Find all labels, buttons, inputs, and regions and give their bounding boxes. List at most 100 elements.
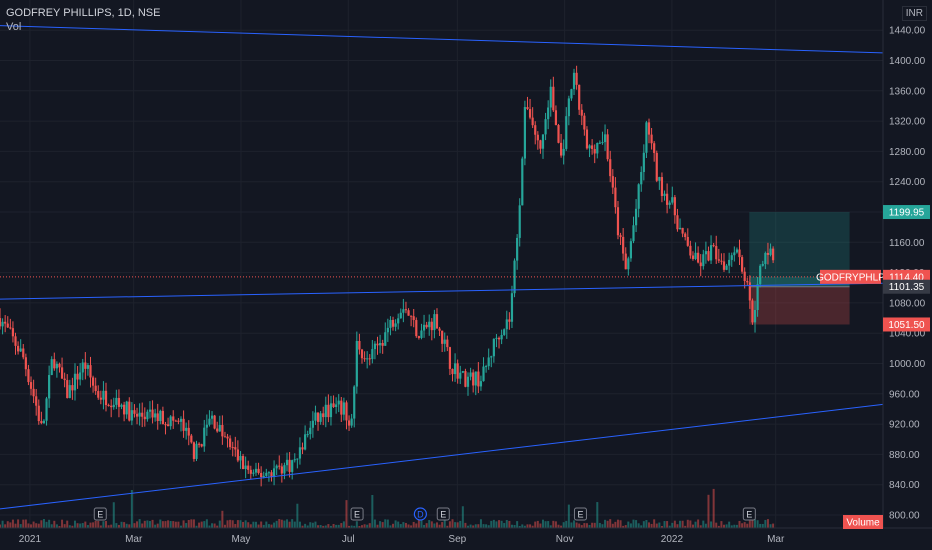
candle-body (0, 318, 2, 327)
volume-bar (521, 524, 524, 528)
volume-bar (92, 522, 95, 528)
candle-body (236, 449, 239, 461)
earnings-marker (93, 507, 107, 521)
volume-bar (482, 524, 485, 528)
volume-bar (332, 523, 335, 528)
time-tick-label: 2022 (661, 534, 684, 545)
volume-bar (485, 524, 488, 528)
volume-bar (89, 522, 92, 528)
trendline-3 (0, 403, 884, 510)
long-position-tool[interactable] (749, 212, 850, 325)
candle-body (208, 418, 211, 425)
candle-body (125, 401, 128, 415)
volume-bar (697, 519, 700, 528)
volume-legend[interactable]: Vol (6, 21, 22, 33)
volume-bar (601, 524, 604, 528)
candle-body (324, 404, 327, 418)
volume-bar (681, 520, 684, 528)
volume-bar (448, 521, 451, 528)
volume-bar (112, 502, 115, 528)
candle-body (316, 412, 320, 422)
candle-body (16, 345, 20, 352)
time-tick-label: Mar (767, 534, 785, 545)
candle-body (285, 459, 289, 466)
candle-body (244, 465, 247, 469)
volume-bar (81, 523, 84, 528)
volume-bar (136, 521, 139, 528)
currency-label[interactable]: INR (901, 6, 927, 21)
candle-body (371, 349, 374, 360)
volume-bar (754, 519, 757, 528)
candle-body (117, 397, 121, 407)
earnings-marker-label: E (577, 510, 583, 520)
volume-bar (500, 520, 503, 528)
candle-body (503, 329, 506, 335)
candle-body (210, 415, 214, 419)
volume-bar (205, 519, 208, 528)
candle-body (280, 466, 283, 474)
candle-body (216, 428, 219, 432)
candle-body (738, 249, 741, 258)
candle-body (86, 365, 90, 369)
candle-body (438, 328, 441, 331)
volume-bar (335, 524, 338, 528)
volume-bar (247, 522, 250, 528)
candle-body (1, 321, 4, 327)
volume-bar (97, 520, 100, 528)
trendlines[interactable] (0, 25, 884, 510)
candle-body (291, 460, 294, 472)
candle-body (591, 145, 594, 150)
volume-bar (262, 524, 265, 528)
volume-bar (45, 521, 48, 528)
volume-bar (324, 525, 327, 528)
volume-bar (340, 523, 343, 528)
volume-bar (430, 521, 433, 528)
candle-body (469, 372, 472, 377)
volume-bar (479, 519, 482, 528)
volume-bar (156, 523, 159, 528)
volume-bar (707, 494, 710, 528)
candle-body (133, 410, 136, 414)
candle-body (472, 372, 475, 386)
volume-bar (317, 525, 320, 528)
candle-body (195, 443, 198, 459)
candle-body (541, 134, 545, 149)
volume-bar (611, 523, 614, 528)
candle-body (391, 319, 395, 327)
volume-bar (725, 524, 728, 528)
symbol-title[interactable]: GODFREY PHILLIPS, 1D, NSE (6, 7, 161, 19)
volume-bar (410, 525, 413, 528)
price-tick-label: 1440.00 (889, 26, 926, 37)
earnings-marker-label: E (440, 510, 446, 520)
volume-bar (368, 523, 371, 528)
volume-bar (477, 524, 480, 528)
volume-bar (363, 524, 366, 528)
volume-bar (218, 520, 221, 528)
volume-bar (549, 525, 552, 528)
candle-body (435, 314, 439, 329)
volume-bar (720, 521, 723, 528)
volume-bar (684, 525, 687, 528)
volume-bar (389, 525, 392, 528)
candle-body (40, 421, 43, 424)
earnings-marker-label: E (746, 510, 752, 520)
candle-body (151, 409, 154, 418)
candle-body (632, 225, 635, 242)
candle-body (247, 465, 250, 470)
volume-bar (694, 521, 697, 528)
candle-body (314, 412, 317, 421)
volume-bar (84, 521, 87, 528)
volume-badge-text: Volume (846, 518, 880, 529)
volume-bar (616, 519, 619, 528)
volume-bar (221, 510, 224, 528)
volume-bar (459, 520, 462, 528)
volume-bar (467, 525, 470, 528)
price-tick-label: 960.00 (889, 389, 920, 400)
candle-body (453, 363, 457, 375)
candle-body (347, 420, 351, 426)
time-axis[interactable]: 2021 Mar May Jul Sep Nov 2022 Mar (0, 527, 932, 550)
candle-body (11, 328, 15, 337)
